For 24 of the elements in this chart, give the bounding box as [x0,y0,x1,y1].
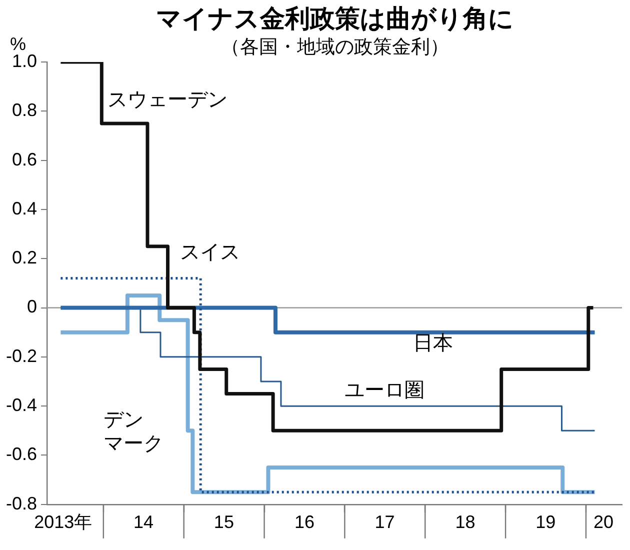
x-tick-label: 20 [594,512,614,532]
x-tick-label: 15 [214,512,234,532]
x-tick-label: 14 [134,512,154,532]
y-tick-label: 0 [27,296,38,317]
y-tick-label: 0.8 [12,100,38,120]
y-tick-label: -0.4 [6,395,38,416]
x-tick-label: 19 [536,512,556,532]
x-tick-label: 17 [374,512,395,532]
x-tick-label: 2013年 [34,512,92,532]
series-label: デンマーク [103,408,164,455]
x-tick-label: 18 [455,512,476,532]
y-tick-label: 0.4 [12,198,38,218]
y-tick-label: -0.2 [6,346,38,366]
series-label: スウェーデン [107,89,228,112]
y-tick-label: 0.2 [12,248,38,268]
y-tick-label: 0.6 [12,149,38,170]
series-label: 日本 [413,332,454,355]
x-tick-label: 16 [294,512,314,532]
series-label: ユーロ圏 [344,379,425,402]
series-label: スイス [180,242,240,264]
chart-title: マイナス金利政策は曲がり角に [155,4,515,35]
y-tick-label: -0.6 [6,444,38,464]
chart-subtitle: （各国・地域の政策金利） [221,37,449,58]
y-tick-label: -0.8 [6,493,38,514]
